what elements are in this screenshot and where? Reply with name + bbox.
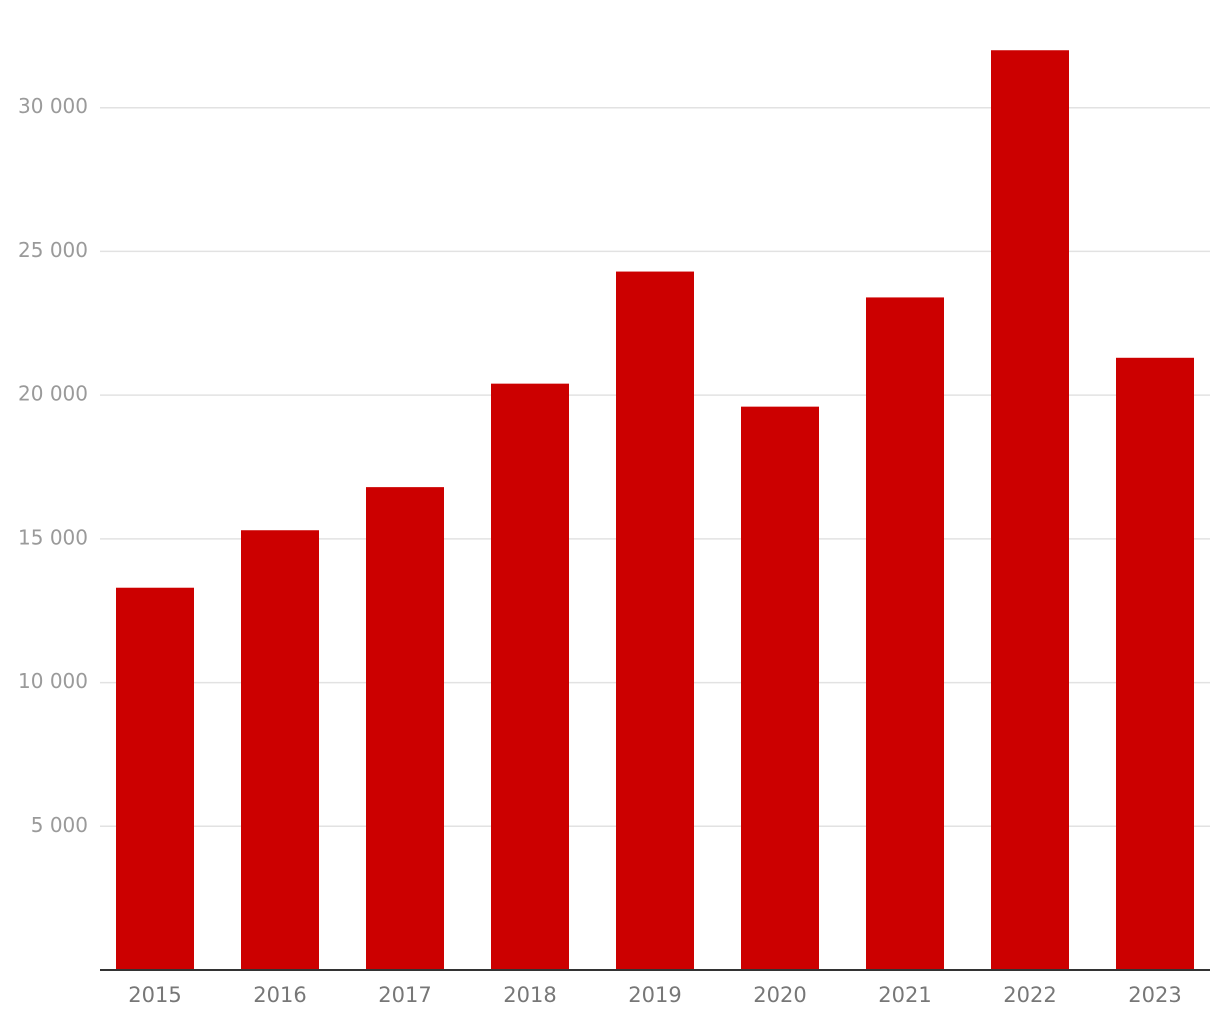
bar <box>366 487 444 970</box>
y-tick-label: 5 000 <box>31 813 88 837</box>
bar <box>241 530 319 970</box>
y-tick-label: 15 000 <box>18 525 88 549</box>
bar <box>616 271 694 970</box>
x-tick-label: 2021 <box>878 983 931 1007</box>
y-tick-label: 25 000 <box>18 238 88 262</box>
x-tick-label: 2017 <box>378 983 431 1007</box>
x-tick-label: 2018 <box>503 983 556 1007</box>
y-tick-label: 30 000 <box>18 94 88 118</box>
y-tick-label: 20 000 <box>18 382 88 406</box>
x-tick-label: 2019 <box>628 983 681 1007</box>
x-tick-label: 2022 <box>1003 983 1056 1007</box>
y-tick-label: 10 000 <box>18 669 88 693</box>
bar <box>741 406 819 970</box>
x-tick-label: 2020 <box>753 983 806 1007</box>
bar <box>991 50 1069 971</box>
bar <box>1116 357 1194 970</box>
x-tick-label: 2016 <box>253 983 306 1007</box>
x-tick-label: 2015 <box>128 983 181 1007</box>
bar <box>491 383 569 970</box>
x-tick-label: 2023 <box>1128 983 1181 1007</box>
bar <box>866 297 944 970</box>
bar <box>116 587 194 970</box>
